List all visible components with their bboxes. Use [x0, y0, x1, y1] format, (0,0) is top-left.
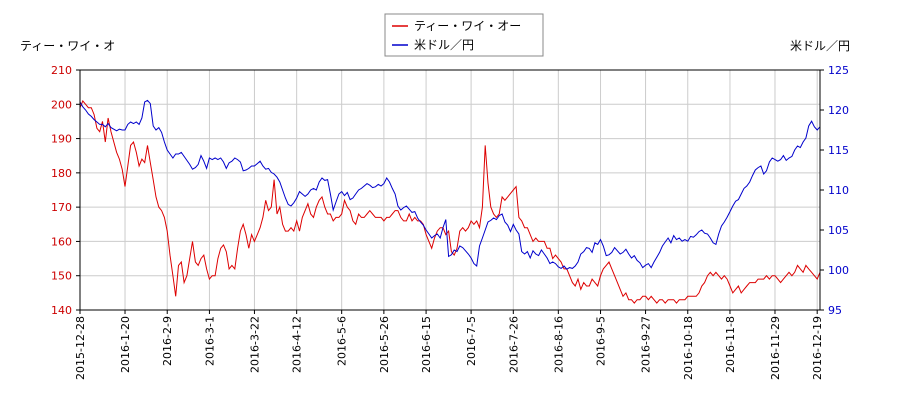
x-tick-label: 2016-5-26 — [378, 316, 391, 373]
x-tick-label: 2016-6-15 — [420, 316, 433, 373]
x-tick-label: 2016-4-12 — [291, 316, 304, 373]
left-tick-label: 200 — [51, 98, 72, 111]
right-tick-label: 115 — [828, 144, 849, 157]
legend-label-tyo: ティー・ワイ・オー — [414, 19, 521, 33]
x-tick-label: 2016-2-9 — [161, 316, 174, 366]
x-tick-label: 2016-12-19 — [811, 316, 824, 380]
x-tick-label: 2016-11-8 — [724, 316, 737, 373]
left-axis-title: ティー・ワイ・オ — [20, 39, 115, 53]
x-tick-label: 2015-12-28 — [74, 316, 87, 380]
right-axis-title: 米ドル／円 — [790, 39, 850, 53]
x-tick-label: 2016-8-16 — [552, 316, 565, 373]
x-axis: 2015-12-28 2016-1-20 2016-2-9 2016-3-1 2016-… — [74, 310, 824, 380]
series-line-tyo — [79, 99, 821, 304]
legend-box — [384, 13, 544, 57]
right-axis: 95 100 105 110 115 120 125 — [820, 64, 849, 317]
right-tick-label: 100 — [828, 264, 849, 277]
x-tick-label: 2016-1-20 — [119, 316, 132, 373]
left-tick-label: 170 — [51, 201, 72, 214]
left-axis: 140 150 160 170 180 190 200 210 — [51, 64, 80, 317]
left-tick-label: 210 — [51, 64, 72, 77]
series-layer — [79, 99, 821, 304]
left-tick-label: 190 — [51, 133, 72, 146]
x-tick-label: 2016-9-5 — [595, 316, 608, 366]
x-tick-label: 2016-9-27 — [640, 316, 653, 373]
left-tick-label: 150 — [51, 270, 72, 283]
right-tick-label: 125 — [828, 64, 849, 77]
x-tick-label: 2016-10-18 — [682, 316, 695, 380]
left-tick-label: 140 — [51, 304, 72, 317]
legend: ティー・ワイ・オー 米ドル／円 — [384, 13, 544, 57]
right-tick-label: 105 — [828, 224, 849, 237]
legend-label-usdjpy: 米ドル／円 — [414, 38, 474, 52]
series-line-usdjpy — [79, 99, 821, 270]
x-tick-label: 2016-11-29 — [769, 316, 782, 380]
x-tick-label: 2016-7-26 — [507, 316, 520, 373]
right-tick-label: 95 — [828, 304, 842, 317]
grid — [79, 69, 820, 311]
right-tick-label: 110 — [828, 184, 849, 197]
right-tick-label: 120 — [828, 104, 849, 117]
x-tick-label: 2016-3-22 — [248, 316, 261, 373]
x-tick-label: 2016-3-1 — [203, 316, 216, 366]
left-tick-label: 160 — [51, 235, 72, 248]
left-tick-label: 180 — [51, 167, 72, 180]
x-tick-label: 2016-7-5 — [465, 316, 478, 366]
x-tick-label: 2016-5-6 — [336, 316, 349, 366]
